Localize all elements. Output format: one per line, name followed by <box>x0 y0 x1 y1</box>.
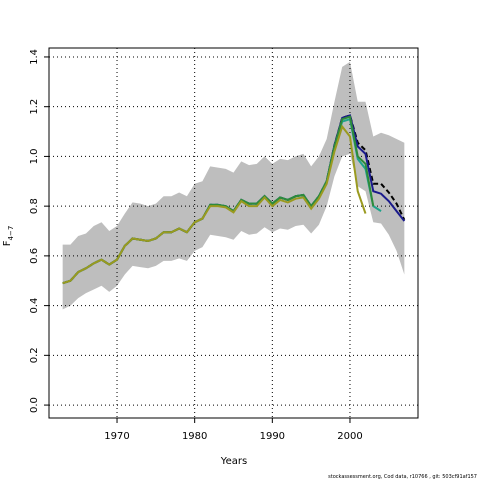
y-tick-label: 0.8 <box>29 198 40 214</box>
series-line <box>62 124 367 285</box>
footer: stockassessment.org, Cod data, r10766 , … <box>328 474 477 480</box>
x-tick-label: 1980 <box>182 431 207 442</box>
y-axis-label: F4−7 <box>2 226 15 247</box>
y-tick-label: 0.4 <box>29 298 40 314</box>
plot-frame <box>48 47 419 419</box>
y-tick-label: 1.4 <box>29 49 40 65</box>
y-tick-label: 1.0 <box>29 148 40 164</box>
y-tick-label: 0.2 <box>29 347 40 363</box>
y-tick-label: 0.6 <box>29 248 40 264</box>
confidence-band <box>62 61 405 310</box>
x-tick-label: 1970 <box>104 431 129 442</box>
x-axis-label: Years <box>220 456 247 467</box>
x-tick-label: 2000 <box>337 431 362 442</box>
y-tick-label: 1.2 <box>29 99 40 115</box>
y-tick-label: 0.0 <box>29 397 40 413</box>
y-label-main: F <box>2 240 13 246</box>
y-label-sub: 4−7 <box>7 226 15 241</box>
x-tick-label: 1990 <box>260 431 285 442</box>
